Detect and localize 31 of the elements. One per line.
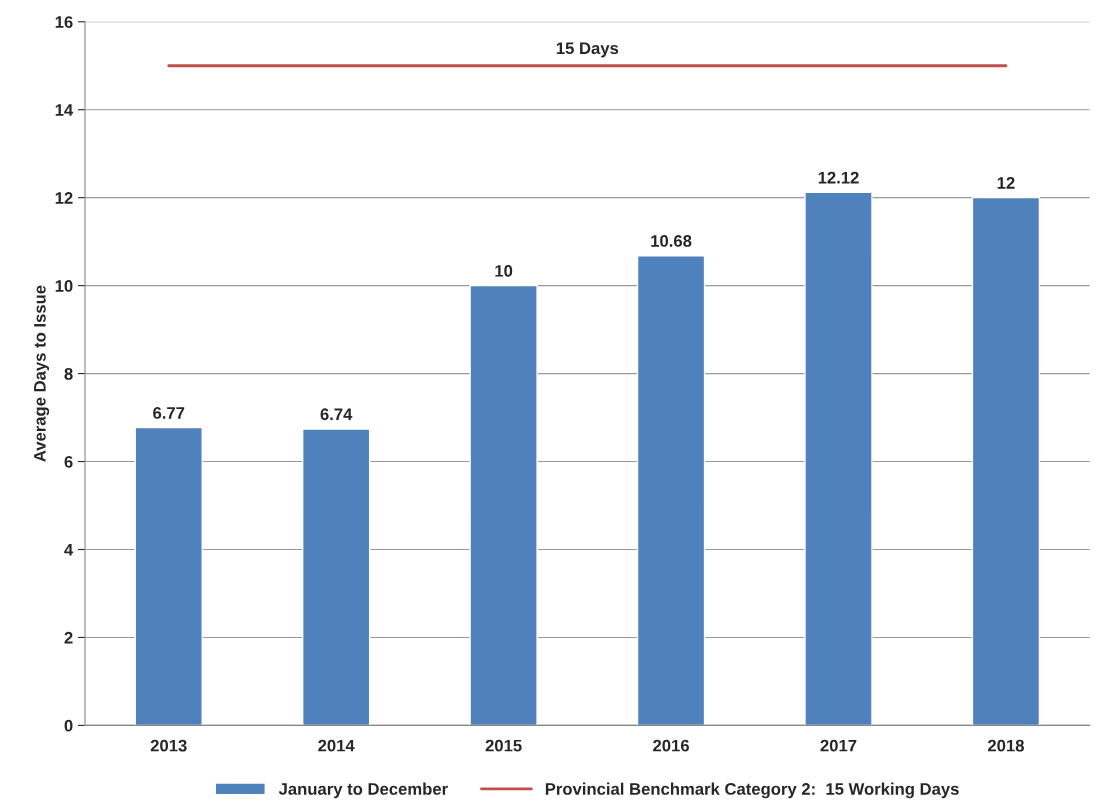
y-tick-label: 4 <box>64 544 74 556</box>
x-tick-label: 2013 <box>150 739 187 752</box>
bar <box>971 196 1041 726</box>
y-tick-label: 8 <box>64 367 73 380</box>
data-label: 10 <box>495 264 513 277</box>
bar <box>804 191 873 726</box>
y-tick-label: 16 <box>55 16 73 28</box>
y-tick-label: 0 <box>64 719 73 732</box>
x-tick-label: 2017 <box>820 739 857 752</box>
y-tick-label: 14 <box>55 104 74 116</box>
y-tick-label: 12 <box>55 192 73 204</box>
x-tick-label: 2014 <box>318 739 355 752</box>
x-tick-label: 2018 <box>987 739 1024 752</box>
bar <box>636 255 706 726</box>
bar <box>469 284 538 726</box>
annotation: 15 Days <box>556 42 619 58</box>
data-label: 6.77 <box>153 407 185 419</box>
data-label: 12 <box>997 177 1015 189</box>
data-label: 6.74 <box>320 408 353 421</box>
x-tick-label: 2015 <box>485 739 522 752</box>
x-tick-label: 2016 <box>653 739 689 752</box>
y-tick-label: 2 <box>64 631 73 644</box>
y-tick-label: 10 <box>55 280 73 292</box>
data-label: 10.68 <box>651 235 692 247</box>
legend-label: Provincial Benchmark Category 2: 15 Working Days <box>545 782 959 799</box>
bar <box>301 428 371 726</box>
legend-label: January to December <box>278 782 448 799</box>
y-tick-label: 6 <box>64 455 73 468</box>
bar <box>134 426 203 726</box>
y-axis-title: Average Days to Issue <box>34 285 50 462</box>
data-label: 12.12 <box>818 171 859 184</box>
